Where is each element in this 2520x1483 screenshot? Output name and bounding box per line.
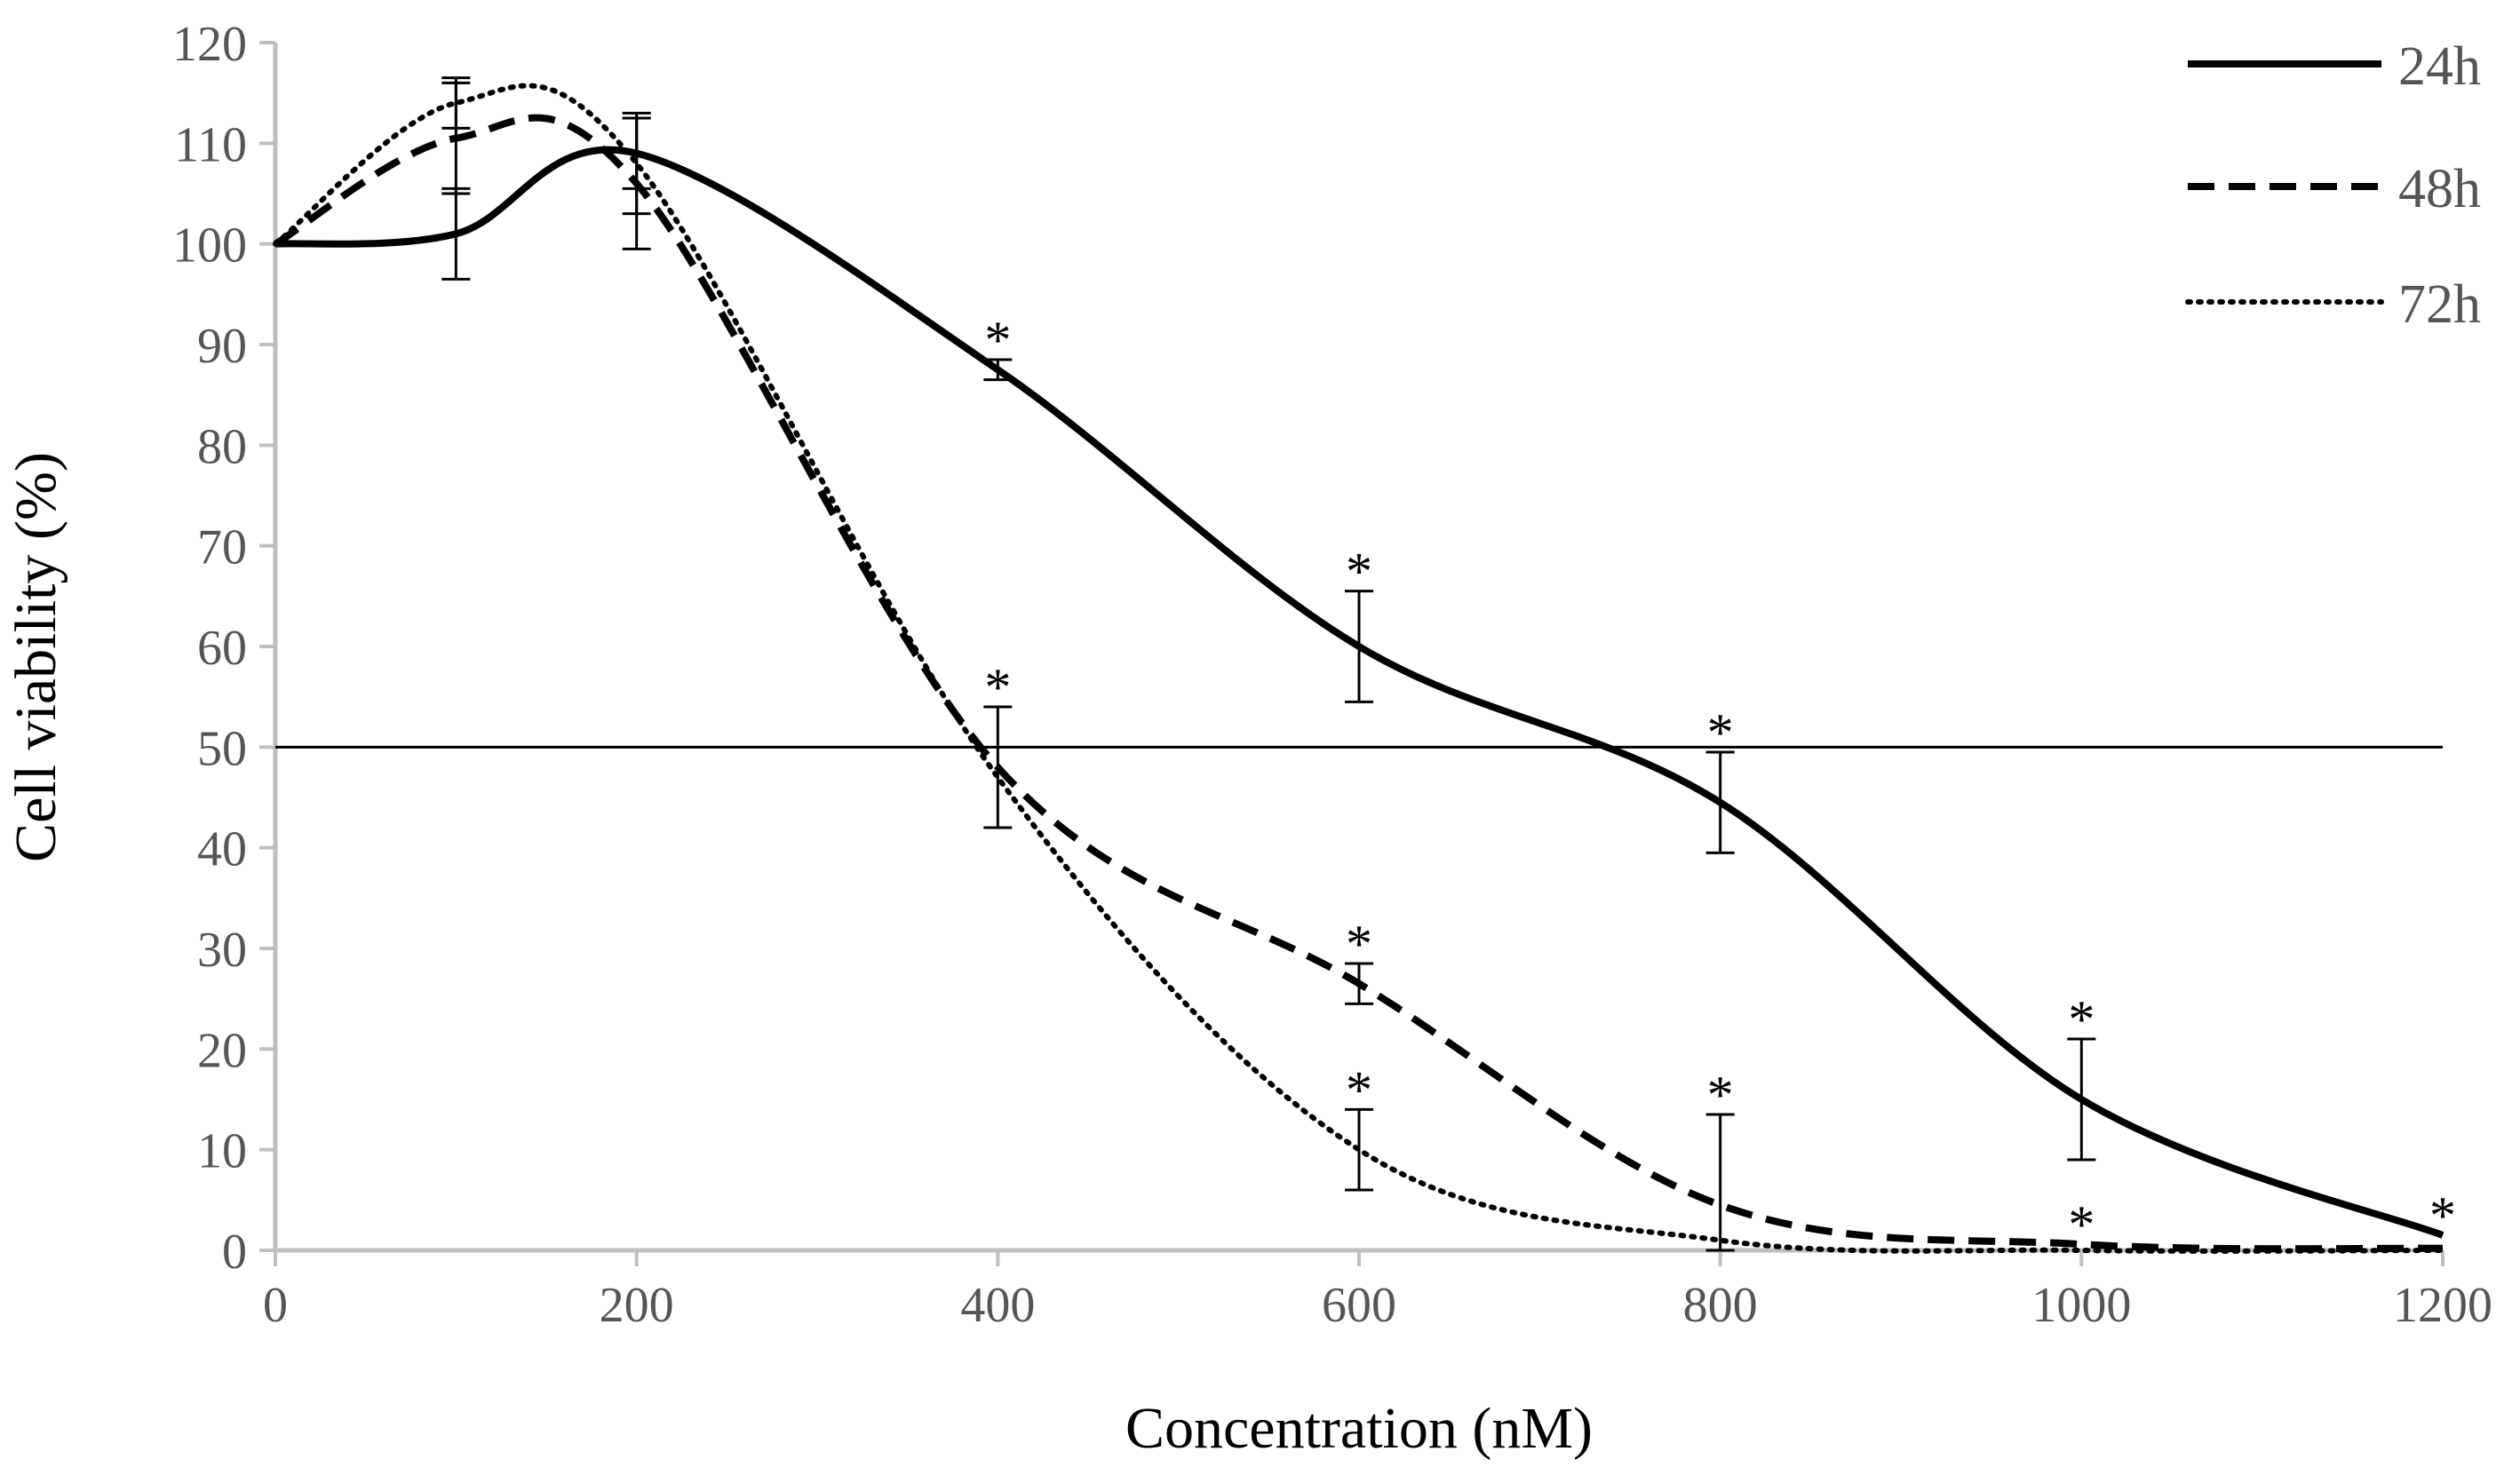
- series-line-24h: [274, 146, 2444, 1239]
- y-tick-label: 70: [197, 520, 247, 575]
- series-line-48h: [273, 114, 2444, 1253]
- series-line-72h: [273, 83, 2445, 1254]
- significance-star-24h: *: [2068, 990, 2095, 1049]
- significance-star-48h: *: [984, 658, 1011, 717]
- x-tick-label: 600: [1322, 1278, 1396, 1333]
- significance-layer: * * * * * * * * * *: [984, 311, 2456, 1254]
- x-tick-label: 1000: [2031, 1278, 2131, 1333]
- legend-label-24h: 24h: [2398, 36, 2481, 97]
- y-tick-label: 0: [222, 1225, 247, 1280]
- y-tick-label: 90: [197, 319, 247, 374]
- y-tick-label: 10: [197, 1124, 247, 1179]
- y-tick-label: 30: [197, 923, 247, 978]
- x-axis-title: Concentration (nM): [1125, 1396, 1593, 1461]
- y-tick-label: 50: [197, 721, 247, 776]
- y-tick-label: 80: [197, 419, 247, 474]
- y-tick-label: 110: [174, 117, 247, 172]
- significance-star-24h: *: [984, 311, 1011, 369]
- x-tick-label: 1200: [2393, 1278, 2492, 1333]
- y-axis-title: Cell viability (%): [4, 452, 68, 862]
- significance-star-24h: *: [1707, 703, 1734, 762]
- y-tick-label: 20: [197, 1023, 247, 1078]
- y-tick-label: 100: [172, 218, 247, 274]
- legend-label-48h: 48h: [2398, 159, 2481, 219]
- x-tick-label: 800: [1683, 1278, 1758, 1333]
- significance-star-48h: *: [1707, 1066, 1734, 1124]
- x-tick-label: 0: [263, 1278, 288, 1333]
- legend: 24h 48h 72h: [2185, 36, 2481, 335]
- significance-star-48h: *: [2068, 1195, 2095, 1254]
- series-layer: [273, 83, 2445, 1254]
- significance-star-24h: *: [2429, 1186, 2456, 1245]
- x-tick-label: 400: [960, 1278, 1035, 1333]
- significance-star-48h: *: [1346, 915, 1372, 973]
- legend-label-72h: 72h: [2398, 274, 2481, 335]
- x-tick-label: 200: [600, 1278, 674, 1333]
- y-tick-label: 60: [197, 621, 247, 676]
- significance-star-72h: *: [1346, 1060, 1372, 1119]
- y-tick-label: 40: [197, 822, 247, 877]
- significance-star-24h: *: [1346, 543, 1372, 601]
- y-tick-label: 120: [172, 17, 247, 72]
